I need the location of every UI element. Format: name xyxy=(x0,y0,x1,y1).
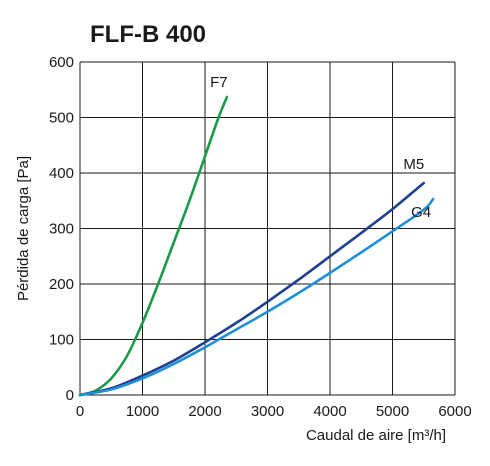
x-axis-title: Caudal de aire [m³/h] xyxy=(306,427,446,444)
y-tick-label: 300 xyxy=(49,221,74,238)
y-tick-label: 500 xyxy=(49,110,74,127)
x-tick-label: 1000 xyxy=(126,403,159,420)
series-line-g4 xyxy=(78,197,435,397)
series-line-f7 xyxy=(78,95,229,397)
y-tick-label: 600 xyxy=(49,54,74,71)
series-label-f7: F7 xyxy=(210,74,228,91)
y-tick-label: 200 xyxy=(49,276,74,293)
y-tick-label: 0 xyxy=(66,387,74,404)
x-tick-label: 2000 xyxy=(188,403,221,420)
chart-title: FLF-B 400 xyxy=(90,21,206,48)
series-layer xyxy=(78,95,435,397)
y-tick-label: 400 xyxy=(49,165,74,182)
series-label-g4: G4 xyxy=(411,204,431,221)
x-tick-label: 5000 xyxy=(376,403,409,420)
x-tick-label: 4000 xyxy=(313,403,346,420)
series-label-m5: M5 xyxy=(403,156,424,173)
x-tick-label: 6000 xyxy=(438,403,471,420)
x-tick-label: 0 xyxy=(76,403,84,420)
chart-grid xyxy=(79,61,456,396)
y-axis-title: Pérdida de carga [Pa] xyxy=(15,156,32,301)
series-line-m5 xyxy=(78,181,426,397)
y-axis-ticks: 0 100 200 300 400 500 600 xyxy=(49,54,74,404)
x-axis-ticks: 0 1000 2000 3000 4000 5000 6000 xyxy=(76,403,472,420)
series-labels: F7 M5 G4 xyxy=(210,74,431,221)
x-tick-label: 3000 xyxy=(251,403,284,420)
y-tick-label: 100 xyxy=(49,332,74,349)
